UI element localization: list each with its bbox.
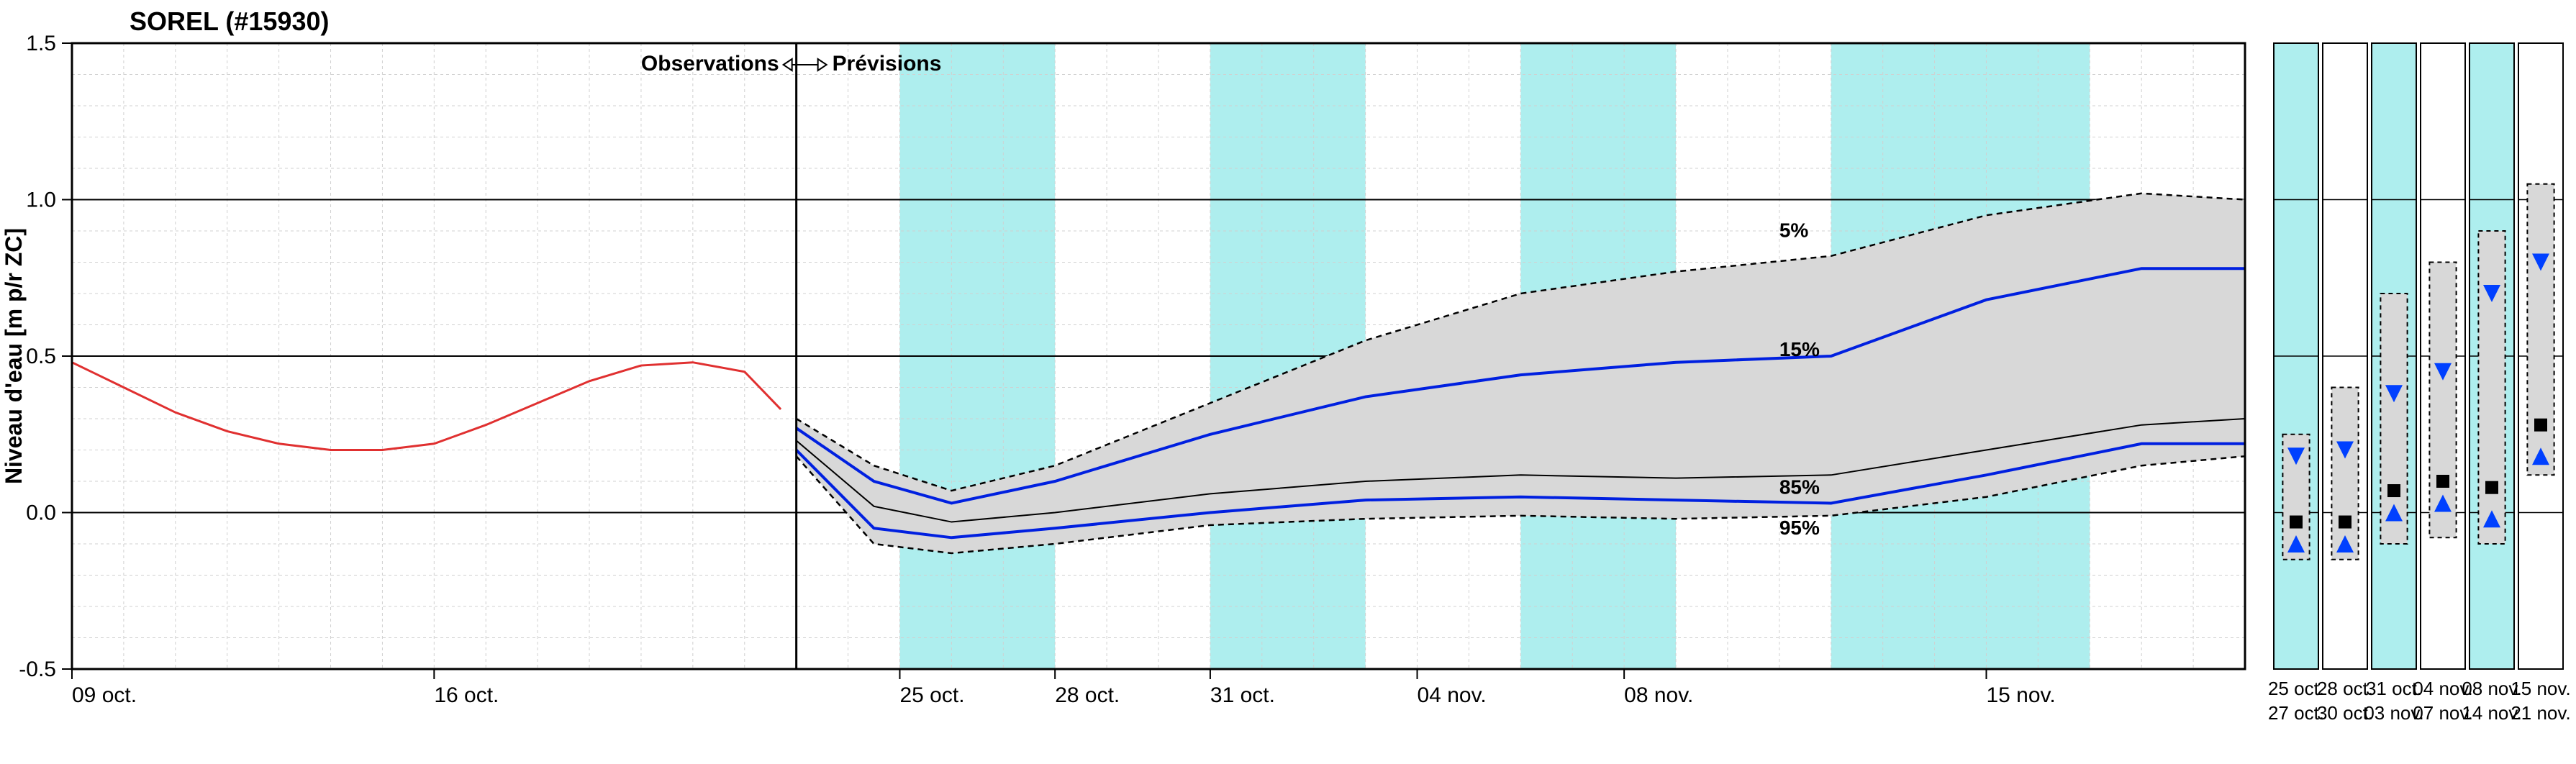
svg-text:09 oct.: 09 oct. [72, 683, 137, 707]
svg-text:21 nov.: 21 nov. [2511, 702, 2570, 724]
svg-text:28 oct.: 28 oct. [2317, 678, 2373, 699]
svg-text:16 oct.: 16 oct. [434, 683, 499, 707]
svg-text:28 oct.: 28 oct. [1055, 683, 1120, 707]
svg-text:Prévisions: Prévisions [833, 52, 942, 76]
svg-text:0.5: 0.5 [26, 345, 56, 368]
svg-text:5%: 5% [1779, 219, 1809, 242]
svg-text:04 nov.: 04 nov. [1418, 683, 1487, 707]
svg-text:SOREL (#15930): SOREL (#15930) [130, 6, 329, 36]
svg-text:15 nov.: 15 nov. [2511, 678, 2570, 699]
svg-text:27 oct.: 27 oct. [2268, 702, 2324, 724]
svg-text:85%: 85% [1779, 476, 1820, 498]
svg-text:Niveau d'eau [m p/r ZC]: Niveau d'eau [m p/r ZC] [1, 228, 27, 484]
svg-text:Observations: Observations [641, 52, 779, 76]
svg-text:25 oct.: 25 oct. [899, 683, 964, 707]
svg-text:1.0: 1.0 [26, 188, 56, 212]
svg-text:08 nov.: 08 nov. [1624, 683, 1693, 707]
svg-text:95%: 95% [1779, 517, 1820, 539]
svg-text:15%: 15% [1779, 338, 1820, 360]
svg-text:31 oct.: 31 oct. [1210, 683, 1275, 707]
svg-text:0.0: 0.0 [26, 501, 56, 525]
chart-root: { "title": "SOREL (#15930)", "y_axis_lab… [0, 0, 2576, 764]
svg-text:1.5: 1.5 [26, 32, 56, 55]
chart-svg: 5%15%85%95%09 oct.16 oct.25 oct.28 oct.3… [0, 0, 2576, 764]
svg-text:25 oct.: 25 oct. [2268, 678, 2324, 699]
svg-text:-0.5: -0.5 [19, 658, 56, 681]
svg-text:15 nov.: 15 nov. [1986, 683, 2055, 707]
